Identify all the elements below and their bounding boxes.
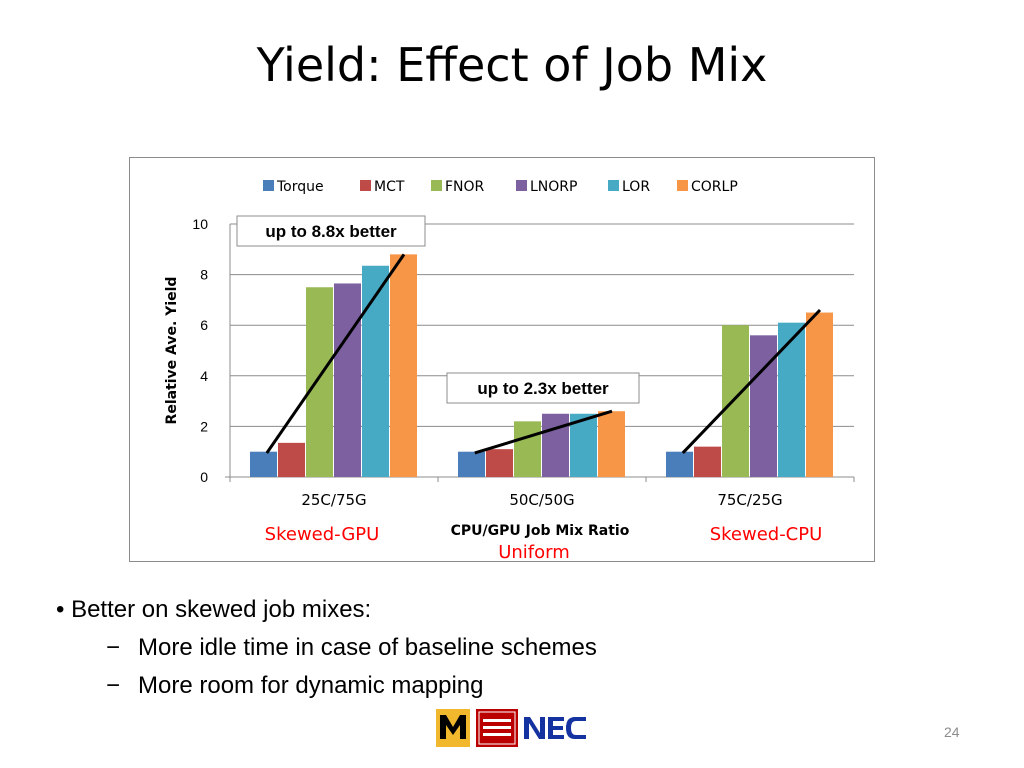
x-tick-label: 25C/75G [301, 491, 366, 509]
bar-lnorp [750, 335, 777, 477]
slide-title: Yield: Effect of Job Mix [256, 38, 768, 92]
y-tick-label: 4 [200, 368, 208, 384]
x-tick-label: 75C/25G [717, 491, 782, 509]
callout-text: up to 2.3x better [477, 379, 609, 398]
bar-lor [778, 322, 805, 477]
bar-fnor [514, 421, 541, 477]
legend-swatch [263, 180, 274, 191]
trend-line [265, 253, 406, 454]
bar-corlp [598, 411, 625, 477]
bar-mct [486, 449, 513, 477]
sub-bullet-item: − More idle time in case of baseline sche… [56, 634, 597, 672]
callout-text: up to 8.8x better [265, 222, 397, 241]
callout-box [236, 215, 426, 247]
trend-line [474, 409, 613, 455]
x-axis-label: CPU/GPU Job Mix Ratio [451, 523, 630, 539]
y-tick-label: 6 [200, 317, 208, 333]
y-tick-label: 8 [200, 267, 208, 283]
y-tick-label: 2 [200, 418, 208, 434]
legend-swatch [677, 180, 688, 191]
bar-fnor [722, 325, 749, 477]
bar-lnorp [334, 283, 361, 477]
legend-label: LNORP [530, 179, 577, 195]
y-tick-label: 0 [200, 469, 208, 485]
category-annotation: Skewed-GPU [265, 524, 380, 545]
legend-label: LOR [622, 179, 650, 195]
bar-chart: 0 2 4 6 8 10 25C/75G 50C/50G 75C/25G Torque MCT FNO… [164, 179, 855, 563]
logo-strip [436, 709, 586, 747]
legend-swatch [608, 180, 619, 191]
mizzou-logo [436, 709, 470, 747]
bar-torque [666, 451, 693, 477]
bar-lor [570, 413, 597, 477]
legend-swatch [516, 180, 527, 191]
callout-box [446, 372, 640, 404]
legend-swatch [431, 180, 442, 191]
bar-torque [250, 451, 277, 477]
legend-label: MCT [374, 179, 405, 195]
bar-mct [278, 442, 305, 477]
sub-bullet-marker: − [106, 672, 121, 699]
sub-bullet-marker: − [106, 634, 121, 661]
category-annotation: Skewed-CPU [710, 524, 823, 545]
bar-lor [362, 265, 389, 477]
y-tick-label: 10 [192, 216, 208, 232]
y-axis-label: Relative Ave. Yield [164, 277, 180, 425]
bar-fnor [306, 287, 333, 477]
bullet-text: Better on skewed job mixes: [71, 596, 372, 623]
bar-corlp [806, 312, 833, 477]
bar-torque [458, 451, 485, 477]
nec-logo [524, 717, 586, 739]
sub-bullet-item: − More room for dynamic mapping [56, 672, 597, 710]
ohio-state-logo [476, 709, 518, 747]
bar-mct [694, 446, 721, 477]
bar-corlp [390, 254, 417, 477]
bullet-marker: • [56, 596, 65, 623]
x-tick-label: 50C/50G [509, 491, 574, 509]
chart-frame: 0 2 4 6 8 10 25C/75G 50C/50G 75C/25G Torque MCT FNO… [129, 157, 875, 563]
legend-label: FNOR [445, 179, 485, 195]
legend-label: CORLP [691, 179, 738, 195]
sub-bullet-text: More room for dynamic mapping [138, 672, 484, 699]
trend-line [681, 308, 822, 455]
bullet-item: • Better on skewed job mixes: [56, 596, 597, 634]
page-number: 24 [944, 724, 960, 740]
legend-swatch [360, 180, 371, 191]
bar-lnorp [542, 413, 569, 477]
sub-bullet-text: More idle time in case of baseline schem… [138, 634, 597, 661]
legend-label: Torque [276, 179, 324, 195]
category-annotation: Uniform [498, 542, 570, 563]
bullet-list: • Better on skewed job mixes: − More idle… [56, 596, 597, 710]
